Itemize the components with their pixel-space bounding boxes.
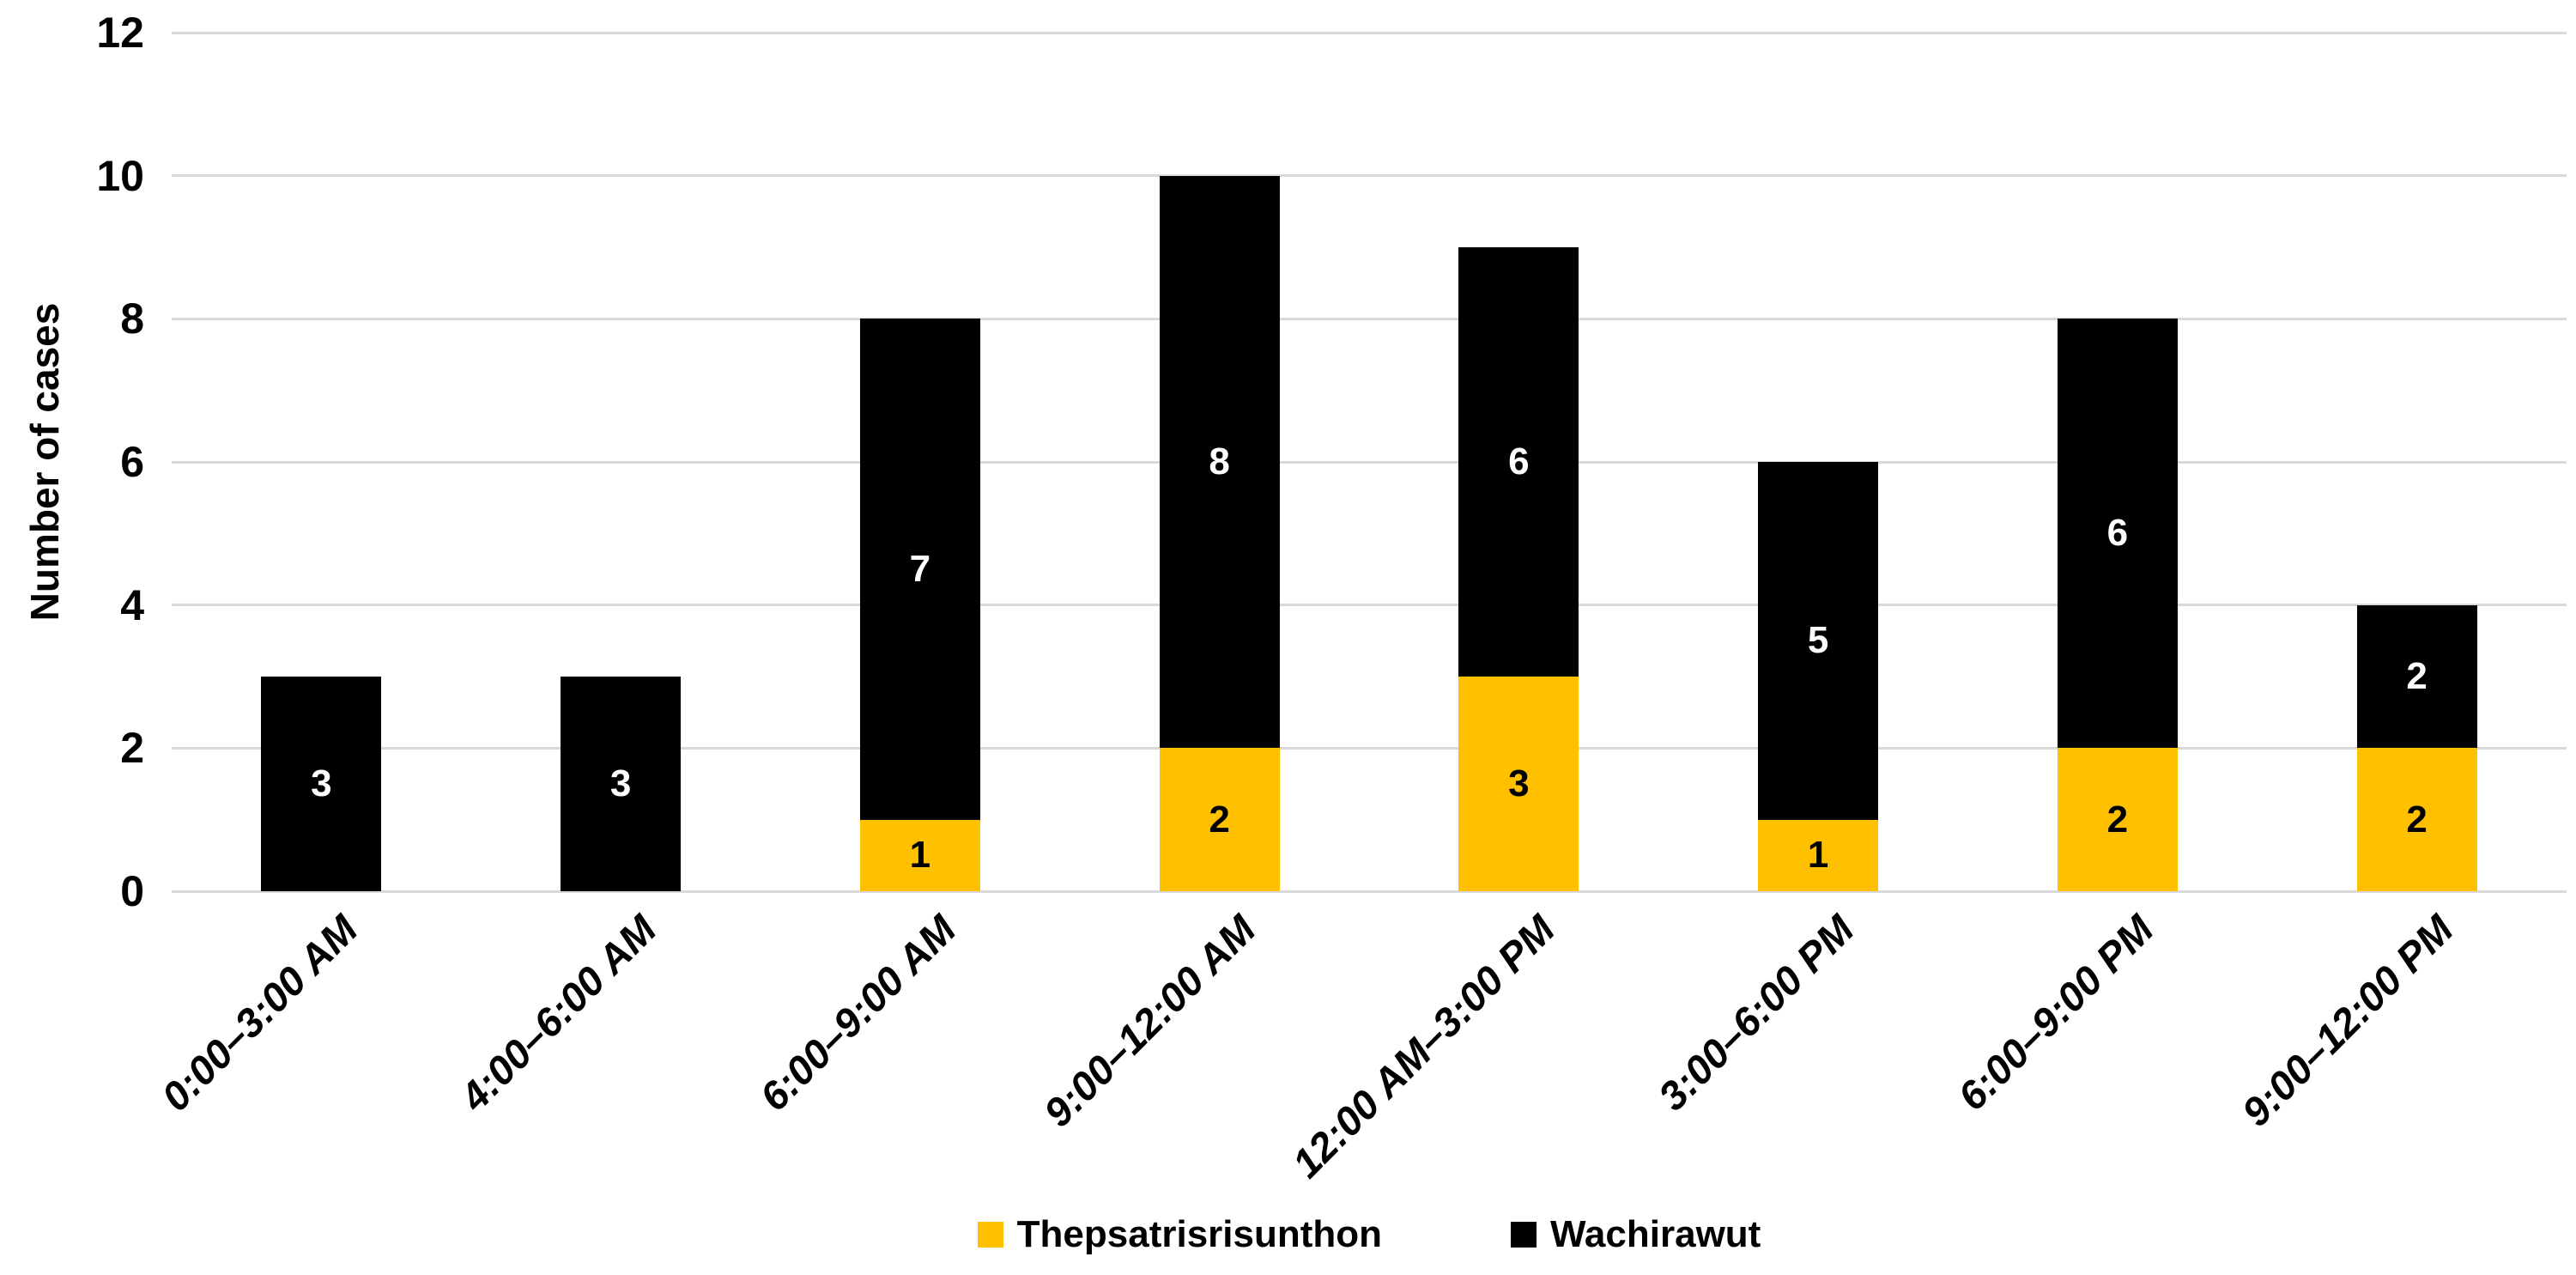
- bar-segment-wachirawut-1: [561, 677, 682, 891]
- legend-label-thepsatrisrisunthon: Thepsatrisrisunthon: [1016, 1213, 1383, 1255]
- bar-value-label: 2: [2106, 798, 2129, 841]
- bar-value-label: 3: [1508, 762, 1530, 804]
- x-axis-label-0: 0:00–3:00 AM: [152, 906, 367, 1120]
- y-tick-label-8: 8: [120, 294, 144, 343]
- x-axis-label-2: 6:00–9:00 AM: [750, 906, 965, 1120]
- legend-swatch-wachirawut: [1511, 1222, 1537, 1248]
- bar-segment-wachirawut-0: [261, 677, 382, 891]
- bar-segment-thepsatrisrisunthon-2: [859, 819, 980, 891]
- gridline-y-0: [172, 889, 2567, 893]
- bar-segment-wachirawut-2: [859, 319, 980, 820]
- x-axis-label-4: 12:00 AM–3:00 PM: [1282, 906, 1564, 1187]
- x-axis-label-5: 3:00–6:00 PM: [1649, 906, 1863, 1120]
- bar-segment-thepsatrisrisunthon-4: [1458, 677, 1579, 891]
- bar-value-label: 5: [1807, 619, 1829, 662]
- gridline-y-2: [172, 746, 2567, 750]
- bar-segment-wachirawut-5: [1758, 462, 1879, 820]
- legend-label-wachirawut: Wachirawut: [1550, 1213, 1761, 1255]
- bar-segment-wachirawut-4: [1458, 247, 1579, 677]
- bar-value-label: 8: [1209, 440, 1230, 483]
- gridline-y-8: [172, 317, 2567, 320]
- y-tick-label-4: 4: [120, 580, 144, 629]
- legend-item-wachirawut: Wachirawut: [1511, 1213, 1761, 1256]
- gridline-y-12: [172, 31, 2567, 34]
- bar-value-label: 1: [909, 834, 931, 877]
- legend-swatch-thepsatrisrisunthon: [977, 1222, 1003, 1248]
- y-tick-label-6: 6: [120, 438, 144, 486]
- y-tick-label-2: 2: [120, 724, 144, 773]
- bar-value-label: 6: [2106, 512, 2129, 555]
- bar-value-label: 2: [2406, 798, 2428, 841]
- x-axis-label-6: 6:00–9:00 PM: [1949, 906, 2162, 1120]
- legend: Thepsatrisrisunthon Wachirawut: [172, 1209, 2567, 1260]
- gridline-y-10: [172, 174, 2567, 178]
- bar-segment-wachirawut-7: [2356, 604, 2477, 749]
- y-tick-label-0: 0: [120, 867, 144, 915]
- bar-value-label: 6: [1508, 440, 1530, 483]
- bar-value-label: 1: [1807, 834, 1829, 877]
- bar-value-label: 2: [2406, 655, 2428, 697]
- gridline-y-6: [172, 460, 2567, 464]
- x-axis-label-7: 9:00–12:00 PM: [2232, 906, 2462, 1135]
- y-tick-label-10: 10: [96, 151, 144, 200]
- bar-segment-thepsatrisrisunthon-5: [1758, 819, 1879, 891]
- bar-value-label: 3: [311, 762, 332, 804]
- bar-segment-thepsatrisrisunthon-7: [2356, 748, 2477, 891]
- bar-value-label: 3: [609, 762, 632, 804]
- legend-item-thepsatrisrisunthon: Thepsatrisrisunthon: [977, 1213, 1383, 1256]
- y-tick-label-12: 12: [96, 9, 144, 57]
- bar-segment-thepsatrisrisunthon-6: [2057, 748, 2178, 891]
- gridline-y-4: [172, 604, 2567, 607]
- bar-segment-wachirawut-6: [2057, 319, 2178, 749]
- bar-segment-thepsatrisrisunthon-3: [1159, 748, 1280, 891]
- bar-value-label: 7: [909, 548, 931, 590]
- bar-segment-wachirawut-3: [1159, 175, 1280, 749]
- x-axis-label-3: 9:00–12:00 AM: [1034, 906, 1264, 1136]
- x-axis-label-1: 4:00–6:00 AM: [452, 906, 665, 1120]
- bar-value-label: 2: [1209, 798, 1230, 841]
